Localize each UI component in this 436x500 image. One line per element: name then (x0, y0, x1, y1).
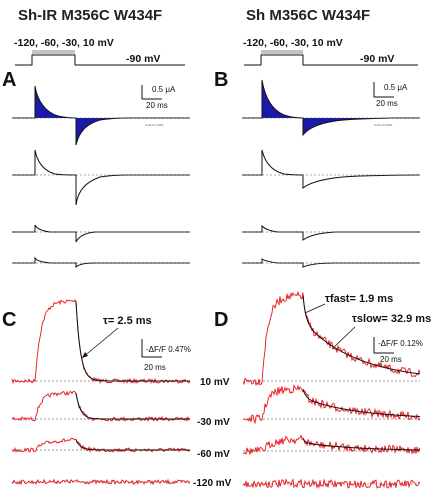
gating-trace-b-3 (242, 224, 420, 241)
scalebar-a-time: 20 ms (146, 101, 168, 110)
panel-label-c: C (2, 309, 16, 331)
protocol-left: -120, -60, -30, 10 mV -90 mV (14, 37, 185, 66)
protocol-hold-label-left: -90 mV (126, 53, 160, 65)
fluorescence-trace-c-3 (11, 438, 191, 454)
fit-arrow-slow-d (331, 326, 356, 350)
fit-tau-slow-d: τslow= 32.9 ms (352, 313, 431, 325)
scalebar-d-fluor: -ΔF/F 0.12% (378, 339, 423, 348)
scalebar-a (141, 85, 162, 100)
fit-arrowhead-c (82, 352, 88, 358)
title-left: Sh-IR M356C W434F (18, 7, 162, 24)
fit-curve-d-3 (302, 438, 420, 451)
scalebar-b-time: 20 ms (376, 99, 398, 108)
protocol-trace-left (15, 54, 185, 66)
fit-tau-fast-d: τfast= 1.9 ms (325, 293, 393, 305)
voltage-label-minus30: -30 mV (197, 417, 230, 428)
fluorescence-traces-d (242, 290, 421, 490)
gating-trace-a-3 (12, 224, 190, 243)
gating-off-area-a (76, 118, 130, 145)
voltage-label-10: 10 mV (200, 377, 230, 388)
protocol-steps-left (32, 50, 75, 54)
gating-trace-a-2 (12, 149, 190, 206)
scalebar-d-time: 20 ms (380, 355, 402, 364)
panel-a: 0.5 μA 20 ms 0-A6-07-0000 (12, 85, 190, 269)
fit-curve-c-3 (75, 439, 190, 451)
fit-curve-c-1 (75, 301, 190, 382)
scalebar-a-current: 0.5 μA (152, 85, 176, 94)
scalebar-c-fluor: -ΔF/F 0.47% (146, 345, 191, 354)
protocol-hold-label-right: -90 mV (360, 53, 394, 65)
fluorescence-trace-d-3 (242, 434, 421, 455)
scalebar-c-time: 20 ms (144, 363, 166, 372)
panel-c: τ= 2.5 ms -ΔF/F 0.47% 20 ms (11, 298, 191, 486)
gating-trace-b-2 (242, 149, 421, 190)
protocol-step-label-left: -120, -60, -30, 10 mV (14, 37, 114, 49)
gating-trace-a-4 (12, 256, 190, 269)
fit-curve-c-2 (75, 392, 190, 420)
fluorescence-trace-c-2 (11, 390, 191, 423)
file-tag-b: 0-A6-07-0000 (374, 123, 393, 127)
panel-b: 0.5 μA 20 ms 0-A6-07-0000 (242, 79, 421, 268)
protocol-steps-right (261, 50, 303, 54)
fluorescence-trace-d-4 (242, 477, 421, 490)
title-right: Sh M356C W434F (246, 7, 370, 24)
panel-label-b: B (214, 69, 228, 91)
fit-arrow-c (81, 327, 119, 359)
fit-curve-d-1 (302, 296, 421, 375)
voltage-label-minus120: -120 mV (193, 478, 232, 489)
panel-label-d: D (214, 309, 228, 331)
scalebar-b (373, 82, 394, 98)
fit-tau-c: τ= 2.5 ms (103, 315, 152, 327)
fit-curve-d-2 (302, 388, 420, 417)
protocol-step-label-right: -120, -60, -30, 10 mV (243, 37, 343, 49)
scalebar-b-current: 0.5 μA (384, 83, 408, 92)
scalebar-d (373, 337, 394, 354)
fluorescence-trace-d-1 (242, 290, 421, 387)
gating-on-area-b (262, 80, 303, 118)
gating-on-area-a (35, 86, 76, 118)
fit-arrow-fast-d (304, 303, 326, 314)
scalebar-c (141, 339, 162, 358)
protocol-right: -120, -60, -30, 10 mV -90 mV (243, 37, 418, 66)
panel-d: τfast= 1.9 ms τslow= 32.9 ms -ΔF/F 0.12%… (242, 290, 431, 490)
voltage-label-minus60: -60 mV (197, 449, 230, 460)
protocol-trace-right (244, 54, 418, 66)
panel-label-a: A (2, 69, 16, 91)
fluorescence-trace-c-1 (11, 298, 191, 385)
file-tag-a: 0-A6-07-0000 (145, 123, 164, 127)
fluorescence-trace-c-4 (11, 478, 191, 486)
fluorescence-traces-c (11, 298, 191, 486)
gating-off-area-b (303, 118, 392, 135)
fluorescence-trace-d-2 (242, 384, 421, 425)
